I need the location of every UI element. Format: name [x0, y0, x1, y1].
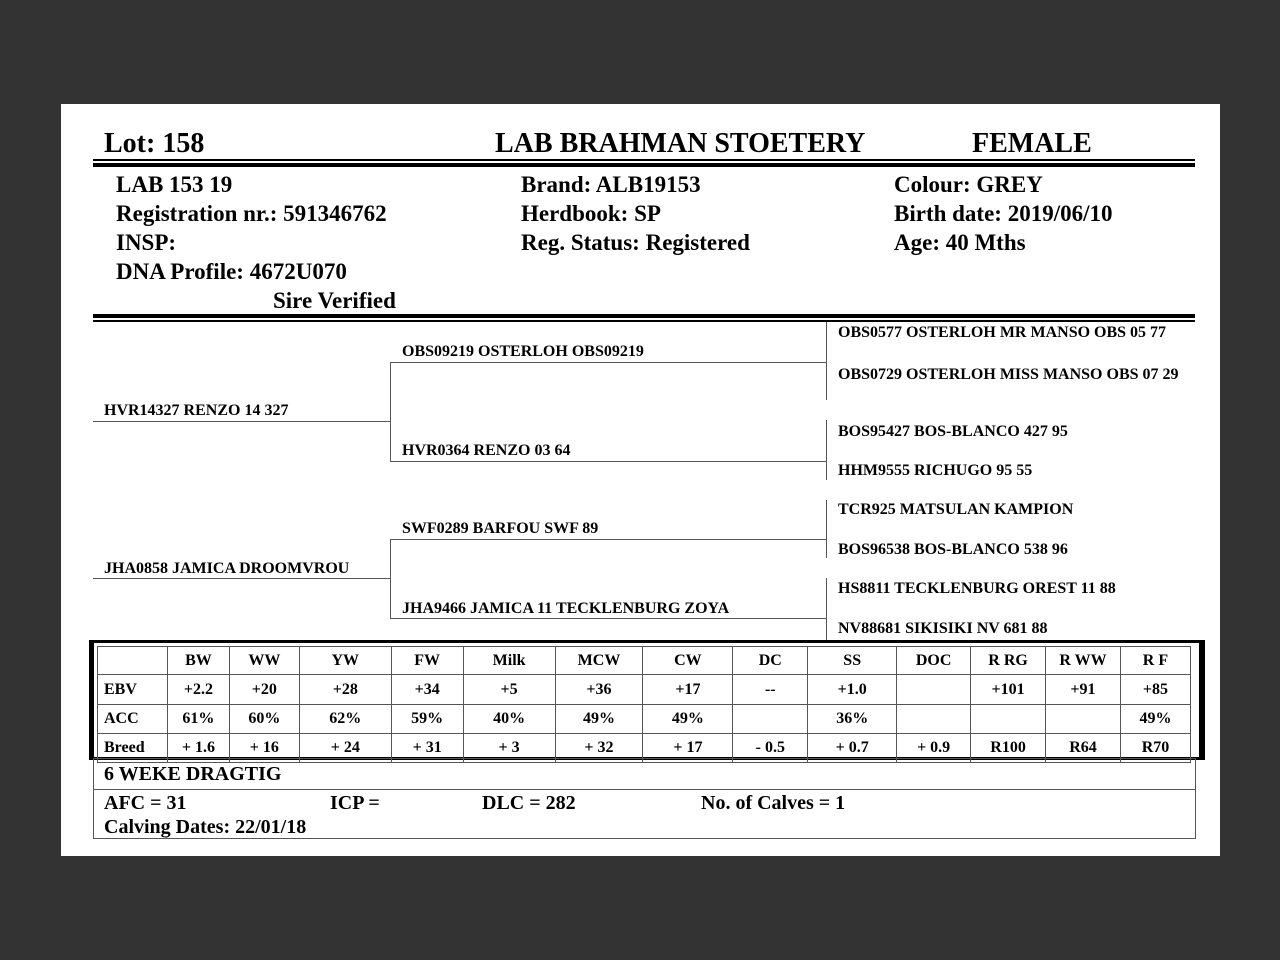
- table-cell: +101: [970, 674, 1047, 705]
- footer-box: [93, 758, 1196, 839]
- table-cell: +28: [298, 674, 392, 705]
- column-header: DC: [732, 646, 809, 675]
- colour: Colour: GREY: [894, 172, 1043, 197]
- animal-name: LAB 153 19: [116, 172, 233, 197]
- table-cell: +36: [554, 674, 644, 705]
- pedigree-dam-dam: JHA9466 JAMICA 11 TECKLENBURG ZOYA: [402, 600, 730, 617]
- table-cell: +5: [462, 674, 556, 705]
- column-header: R RG: [970, 646, 1047, 675]
- divider: [93, 320, 1195, 322]
- breeder-name: LAB BRAHMAN STOETERY: [495, 128, 866, 159]
- table-cell: --: [732, 674, 809, 705]
- table-cell: ACC: [97, 704, 168, 734]
- lot-number: Lot: 158: [104, 128, 205, 159]
- afc: AFC = 31: [104, 792, 187, 814]
- dlc: DLC = 282: [482, 792, 576, 814]
- table-cell: 60%: [228, 704, 300, 734]
- pedigree-gen3: BOS96538 BOS-BLANCO 538 96: [838, 541, 1068, 558]
- pedigree-gen3: HHM9555 RICHUGO 95 55: [838, 462, 1033, 479]
- table-cell: 61%: [166, 704, 230, 734]
- table-cell: +1.0: [807, 674, 898, 705]
- table-cell: +91: [1045, 674, 1121, 705]
- pedigree-dam: JHA0858 JAMICA DROOMVROU: [104, 560, 350, 577]
- table-cell: 40%: [462, 704, 556, 734]
- age: Age: 40 Mths: [894, 230, 1026, 255]
- table-cell: [896, 704, 972, 734]
- insp: INSP:: [116, 230, 177, 255]
- divider: [93, 314, 1195, 318]
- column-header: Milk: [462, 646, 556, 675]
- table-cell: 49%: [642, 704, 734, 734]
- herdbook: Herdbook: SP: [521, 201, 661, 226]
- sex: FEMALE: [972, 128, 1092, 159]
- divider: [93, 159, 1195, 161]
- table-row: ACC 61% 60% 62% 59% 40% 49% 49% 36% 49%: [97, 704, 1192, 734]
- header-row: BW WW YW FW Milk MCW CW DC SS DOC R RG R WW R F: [97, 646, 1192, 675]
- dna-profile: DNA Profile: 4672U070: [116, 259, 347, 284]
- calving-dates: Calving Dates: 22/01/18: [104, 816, 307, 838]
- table-cell: +17: [642, 674, 734, 705]
- table-cell: [1045, 704, 1121, 734]
- brand: Brand: ALB19153: [521, 172, 701, 197]
- table-cell: [732, 704, 809, 734]
- column-header: BW: [166, 646, 230, 675]
- table-cell: 62%: [298, 704, 392, 734]
- pedigree-gen3: OBS0729 OSTERLOH MISS MANSO OBS 07 29: [838, 366, 1179, 383]
- column-header: FW: [390, 646, 464, 675]
- column-header: CW: [642, 646, 734, 675]
- table-row: EBV +2.2 +20 +28 +34 +5 +36 +17 -- +1.0 +101 +91 +85: [97, 674, 1192, 705]
- ebv-table: BW WW YW FW Milk MCW CW DC SS DOC R RG R WW R F EBV +2…: [97, 646, 1192, 763]
- table-cell: [970, 704, 1047, 734]
- column-header: MCW: [554, 646, 644, 675]
- birth-date: Birth date: 2019/06/10: [894, 201, 1113, 226]
- column-header: SS: [807, 646, 898, 675]
- number-of-calves: No. of Calves = 1: [701, 792, 846, 814]
- table-cell: +85: [1119, 674, 1192, 705]
- pedigree-gen3: NV88681 SIKISIKI NV 681 88: [838, 620, 1048, 637]
- table-cell: +34: [390, 674, 464, 705]
- pregnancy-status: 6 WEKE DRAGTIG: [104, 763, 282, 785]
- table-cell: [896, 674, 972, 705]
- table-cell: 36%: [807, 704, 898, 734]
- divider: [93, 163, 1195, 167]
- pedigree-gen3: HS8811 TECKLENBURG OREST 11 88: [838, 580, 1116, 597]
- pedigree-sire-sire: OBS09219 OSTERLOH OBS09219: [402, 343, 644, 360]
- table-cell: 49%: [554, 704, 644, 734]
- table-cell: 49%: [1119, 704, 1192, 734]
- column-header: WW: [228, 646, 300, 675]
- column-header: YW: [298, 646, 392, 675]
- registration: Registration nr.: 591346762: [116, 201, 387, 226]
- pedigree-sire-dam: HVR0364 RENZO 03 64: [402, 442, 571, 459]
- icp: ICP =: [330, 792, 380, 814]
- column-header: R WW: [1045, 646, 1121, 675]
- table-cell: +2.2: [166, 674, 230, 705]
- pedigree-gen3: OBS0577 OSTERLOH MR MANSO OBS 05 77: [838, 324, 1167, 341]
- column-header: DOC: [896, 646, 972, 675]
- table-cell: 59%: [390, 704, 464, 734]
- pedigree-gen3: TCR925 MATSULAN KAMPION: [838, 501, 1074, 518]
- reg-status: Reg. Status: Registered: [521, 230, 750, 255]
- table-cell: EBV: [97, 674, 168, 705]
- sire-verified: Sire Verified: [273, 288, 396, 313]
- pedigree-sire: HVR14327 RENZO 14 327: [104, 402, 289, 419]
- table-cell: +20: [228, 674, 300, 705]
- pedigree-gen3: BOS95427 BOS-BLANCO 427 95: [838, 423, 1068, 440]
- pedigree-dam-sire: SWF0289 BARFOU SWF 89: [402, 520, 599, 537]
- column-header: [97, 646, 168, 675]
- column-header: R F: [1119, 646, 1192, 675]
